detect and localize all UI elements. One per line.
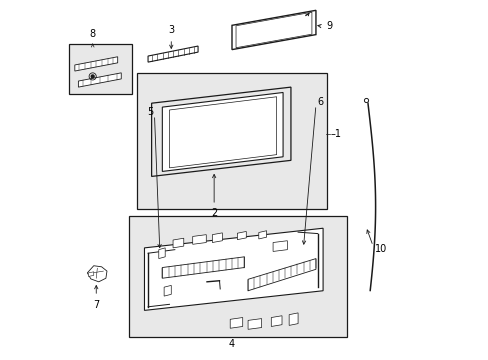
Text: 10: 10 [374,244,386,253]
Polygon shape [231,10,315,50]
Bar [129,216,346,337]
Polygon shape [75,57,118,71]
Text: 5: 5 [146,107,153,117]
Polygon shape [271,316,282,327]
Polygon shape [87,266,107,282]
Polygon shape [237,231,246,240]
Text: 4: 4 [228,339,235,348]
Polygon shape [169,97,276,168]
Polygon shape [173,238,183,248]
Polygon shape [151,87,290,176]
Polygon shape [192,235,206,244]
Text: –1: –1 [330,129,341,139]
Text: 6: 6 [317,97,323,107]
Text: 8: 8 [89,29,96,39]
Polygon shape [164,285,171,296]
Polygon shape [288,313,298,325]
Bar [69,44,132,94]
Polygon shape [272,241,287,251]
Polygon shape [78,73,121,87]
Bar [137,73,326,208]
Text: 2: 2 [211,208,217,218]
Polygon shape [236,12,311,48]
Circle shape [91,75,94,78]
Polygon shape [230,318,242,328]
Text: 3: 3 [168,25,174,35]
Polygon shape [258,231,266,239]
Polygon shape [148,46,198,62]
Polygon shape [247,319,261,329]
Polygon shape [212,233,222,243]
Polygon shape [144,228,323,310]
Polygon shape [88,272,94,276]
Text: 9: 9 [326,21,332,31]
Text: 7: 7 [93,300,99,310]
Polygon shape [159,248,165,258]
Polygon shape [162,93,283,171]
